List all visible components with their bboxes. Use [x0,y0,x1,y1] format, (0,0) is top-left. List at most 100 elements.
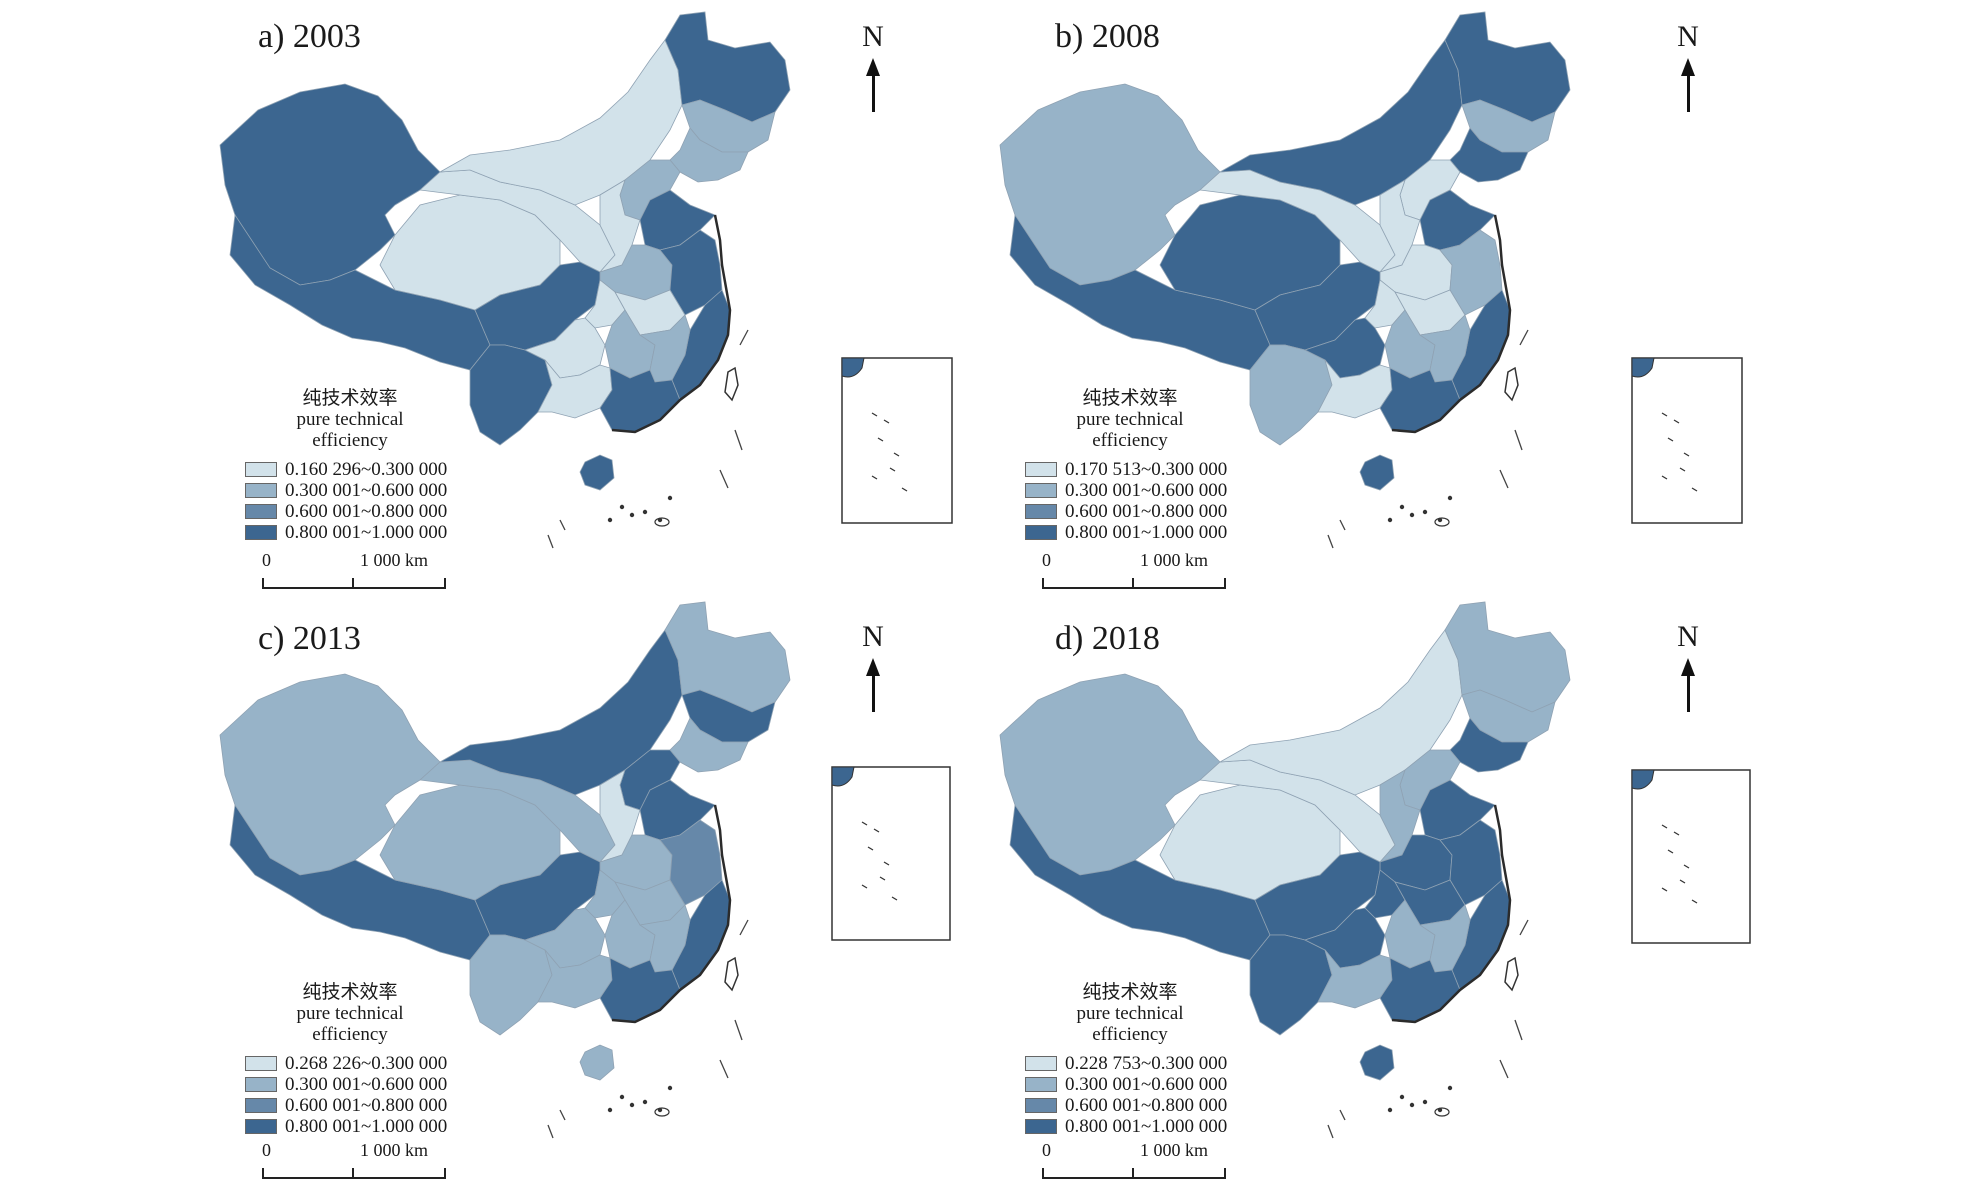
north-arrow: N [853,620,893,712]
boundary-dash [1339,1109,1346,1121]
legend-item: 0.300 001~0.600 000 [245,480,455,501]
legend-item: 0.300 001~0.600 000 [1025,1074,1235,1095]
legend-item: 0.800 001~1.000 000 [1025,522,1235,543]
north-arrow: N [1668,20,1708,112]
legend-swatch [245,462,277,477]
taiwan-island [724,366,739,402]
legend-title-cn: 纯技术效率 [1082,388,1178,409]
boundary-dash [547,534,554,549]
coastline [611,214,732,434]
legend: 纯技术效率 pure technical efficiency 0.170 51… [1025,388,1235,543]
boundary-dash [739,329,749,346]
island-mark [642,509,648,515]
map-panel-2013: c) 2013 N 纯技术效率 pure technical efficienc… [0,590,980,1179]
island-mark [667,1085,673,1091]
boundary-dash [734,1019,743,1041]
boundary-dash [1339,519,1346,531]
boundary-dash [1327,534,1334,549]
legend-title-cn: 纯技术效率 [302,388,398,409]
taiwan-island [1504,956,1519,992]
map-panel-2018: d) 2018 N 纯技术效率 pure technical efficienc… [780,590,1760,1179]
boundary-dash [1514,429,1523,451]
province-yunnan [1249,344,1333,446]
legend: 纯技术效率 pure technical efficiency 0.160 29… [245,388,455,543]
island-mark [1447,1085,1453,1091]
island-mark [1434,517,1450,527]
island-mark [1434,1107,1450,1117]
island-mark [1399,504,1405,510]
north-arrow-icon [866,658,880,676]
legend-swatch [1025,462,1057,477]
legend-swatch [1025,1098,1057,1113]
china-map [999,601,1751,1139]
panel-title: c) 2013 [258,620,361,657]
boundary-dash [547,1124,554,1139]
province-liaoning [1449,717,1529,773]
china-map [219,601,951,1139]
legend-title-en-2: efficiency [1092,430,1168,451]
province-yunnan [469,934,553,1036]
province-layer [999,11,1571,491]
legend-item: 0.268 226~0.300 000 [245,1053,455,1074]
island-mark [1409,1102,1415,1108]
legend-swatch [245,483,277,498]
island-mark [629,512,635,518]
legend-swatch [1025,525,1057,540]
legend-title-en-1: pure technical [1076,1003,1184,1024]
province-hainan [1359,454,1395,491]
legend-item: 0.600 001~0.800 000 [245,501,455,522]
panel-title: b) 2008 [1055,18,1160,55]
boundary-dash [559,1109,566,1121]
island-mark [1387,1107,1393,1113]
south-china-sea-inset [1631,357,1743,524]
island-mark [1422,1099,1428,1105]
legend-item: 0.228 753~0.300 000 [1025,1053,1235,1074]
province-liaoning [669,717,749,773]
legend-swatch [1025,504,1057,519]
province-liaoning [1449,127,1529,183]
island-mark [619,1094,625,1100]
legend-swatch [245,1098,277,1113]
panel-title: a) 2003 [258,18,361,55]
boundary-dash [1499,1059,1509,1079]
legend-item: 0.600 001~0.800 000 [1025,501,1235,522]
coastline [1391,214,1512,434]
province-layer [219,601,791,1081]
island-mark [1409,512,1415,518]
island-mark [1399,1094,1405,1100]
boundary-dash [1519,329,1529,346]
province-liaoning [669,127,749,183]
boundary-dash [1327,1124,1334,1139]
legend-item: 0.800 001~1.000 000 [245,1116,455,1137]
island-mark [654,1107,670,1117]
boundary-dash [1514,1019,1523,1041]
north-arrow: N [853,20,893,112]
legend-item: 0.800 001~1.000 000 [245,522,455,543]
province-hainan [579,454,615,491]
province-yunnan [469,344,553,446]
province-hainan [579,1044,615,1081]
island-mark [654,517,670,527]
north-label: N [1677,20,1699,53]
legend-title-en-1: pure technical [296,409,404,430]
province-jiangxi [1418,904,1471,973]
legend-item: 0.300 001~0.600 000 [245,1074,455,1095]
legend-item: 0.600 001~0.800 000 [245,1095,455,1116]
coastline [1391,804,1512,1024]
legend-title-en-2: efficiency [312,1024,388,1045]
south-china-sea-inset [1631,769,1751,944]
province-layer [999,601,1571,1081]
boundary-dash [559,519,566,531]
legend-item: 0.160 296~0.300 000 [245,459,455,480]
legend-swatch [245,1056,277,1071]
province-jiangxi [638,314,691,383]
north-label: N [862,620,884,653]
north-arrow: N [1668,620,1708,712]
boundary-dash [719,469,729,489]
coastline [611,804,732,1024]
legend-title-en-1: pure technical [296,1003,404,1024]
china-map [999,11,1743,549]
legend-title-en-2: efficiency [312,430,388,451]
province-yunnan [1249,934,1333,1036]
island-mark [1447,495,1453,501]
